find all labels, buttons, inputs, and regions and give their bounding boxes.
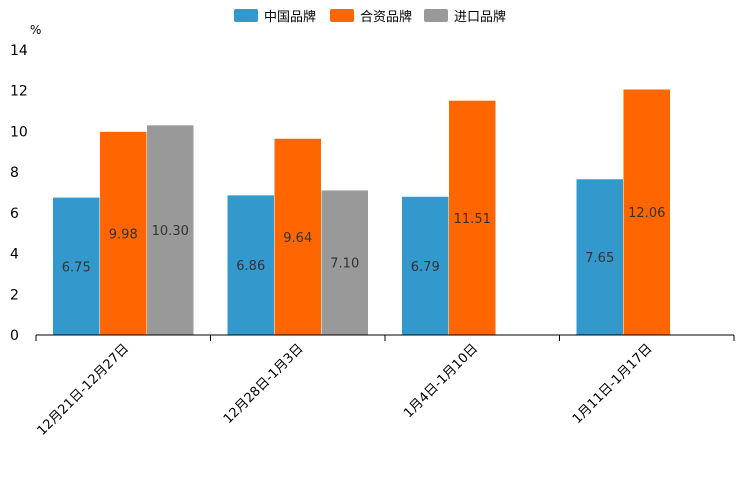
data-label: 10.30 [152,224,189,239]
data-label: 7.10 [330,257,359,272]
x-axis: 12月21日-12月27日 12月28日-1月3日 1月4日-1月10日 1月11日-… [35,334,735,439]
legend-label: 中国品牌 [264,9,316,25]
x-tick-label: 12月21日-12月27日 [35,341,132,438]
x-tick-label: 1月4日-1月10日 [401,341,481,421]
legend-label: 合资品牌 [360,9,412,25]
legend-swatch [330,9,354,22]
legend-swatch [424,9,448,22]
bar [449,100,496,335]
bar [53,197,100,335]
y-tick-label: 6 [10,206,19,222]
bar [576,179,623,335]
data-label: 9.64 [283,231,312,246]
data-labels: 6.75 9.98 10.30 6.86 9.64 7.10 6.79 11.51 7.65 12… [62,206,666,275]
legend: 中国品牌 合资品牌 进口品牌 [234,9,506,25]
y-tick-label: 8 [10,165,19,181]
data-label: 6.75 [62,260,91,275]
y-tick-label: 2 [10,287,19,303]
bar [623,89,670,335]
bar [227,195,274,335]
data-label: 6.86 [236,259,265,274]
bar [100,131,147,335]
y-tick-label: 14 [10,43,28,59]
legend-label: 进口品牌 [454,9,506,25]
y-tick-label: 0 [10,328,19,344]
bar [321,190,368,335]
data-label: 12.06 [628,206,665,221]
data-label: 11.51 [454,212,491,227]
y-tick-label: 4 [10,247,19,263]
data-label: 7.65 [585,251,614,266]
data-label: 9.98 [109,227,138,242]
legend-swatch [234,9,258,22]
y-axis-ticks: 0 2 4 6 8 10 12 14 [10,43,28,344]
x-tick-label: 1月11日-1月17日 [570,341,656,427]
x-tick-label: 12月28日-1月3日 [221,341,307,427]
y-tick-label: 12 [10,84,28,100]
bar [402,196,449,335]
bars [53,89,670,335]
y-axis-unit: % [30,23,41,37]
y-tick-label: 10 [10,124,28,140]
bar [274,138,321,335]
data-label: 6.79 [411,260,440,275]
bar [147,125,194,335]
